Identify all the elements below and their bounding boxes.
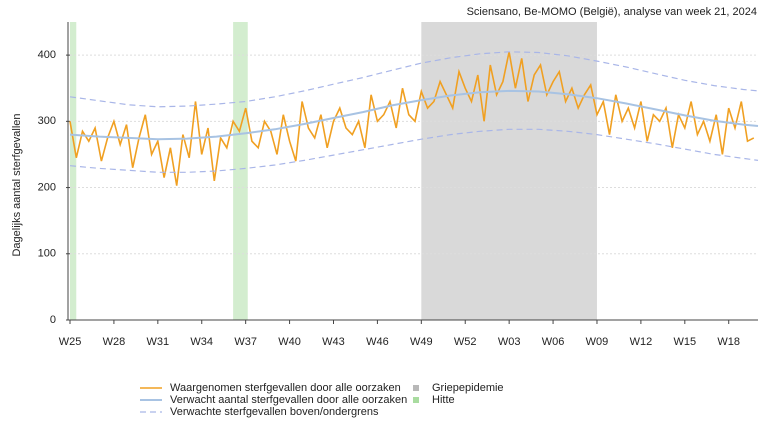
- legend-swatch: [413, 385, 419, 391]
- legend-label: Waargenomen sterfgevallen door alle oorz…: [170, 382, 401, 394]
- y-tick-label: 300: [38, 115, 56, 127]
- legend-label: Verwachte sterfgevallen boven/ondergrens: [170, 406, 379, 418]
- x-tick-label: W40: [278, 336, 301, 348]
- series-line: [69, 89, 759, 141]
- period-band: [70, 22, 77, 320]
- x-tick-label: W03: [498, 336, 521, 348]
- x-tick-label: W52: [454, 336, 477, 348]
- legend-swatch: [413, 397, 419, 403]
- x-tick-label: W18: [717, 336, 740, 348]
- legend-label: Griepepidemie: [432, 382, 504, 394]
- period-band: [233, 22, 248, 320]
- x-tick-label: W12: [630, 336, 653, 348]
- x-tick-label: W34: [190, 336, 213, 348]
- x-tick-label: W46: [366, 336, 389, 348]
- x-tick-label: W15: [673, 336, 696, 348]
- x-tick-label: W09: [586, 336, 609, 348]
- y-tick-label: 100: [38, 248, 56, 260]
- legend-label: Verwacht aantal sterfgevallen door alle …: [170, 394, 407, 406]
- x-tick-label: W43: [322, 336, 345, 348]
- x-tick-label: W25: [59, 336, 82, 348]
- legend-label: Hitte: [432, 394, 455, 406]
- x-tick-label: W49: [410, 336, 433, 348]
- y-tick-label: 200: [38, 181, 56, 193]
- series-line-lower: [69, 128, 759, 173]
- series-line: [69, 51, 759, 108]
- x-tick-label: W28: [103, 336, 126, 348]
- y-axis-label: Dagelijks aantal sterfgevallen: [11, 113, 23, 256]
- period-band: [421, 22, 597, 320]
- x-tick-label: W31: [147, 336, 170, 348]
- series-line: [69, 51, 755, 186]
- y-tick-label: 400: [38, 49, 56, 61]
- x-tick-label: W06: [542, 336, 565, 348]
- y-tick-label: 0: [50, 314, 56, 326]
- chart-title: Sciensano, Be-MOMO (België), analyse van…: [467, 6, 757, 18]
- x-tick-label: W37: [234, 336, 257, 348]
